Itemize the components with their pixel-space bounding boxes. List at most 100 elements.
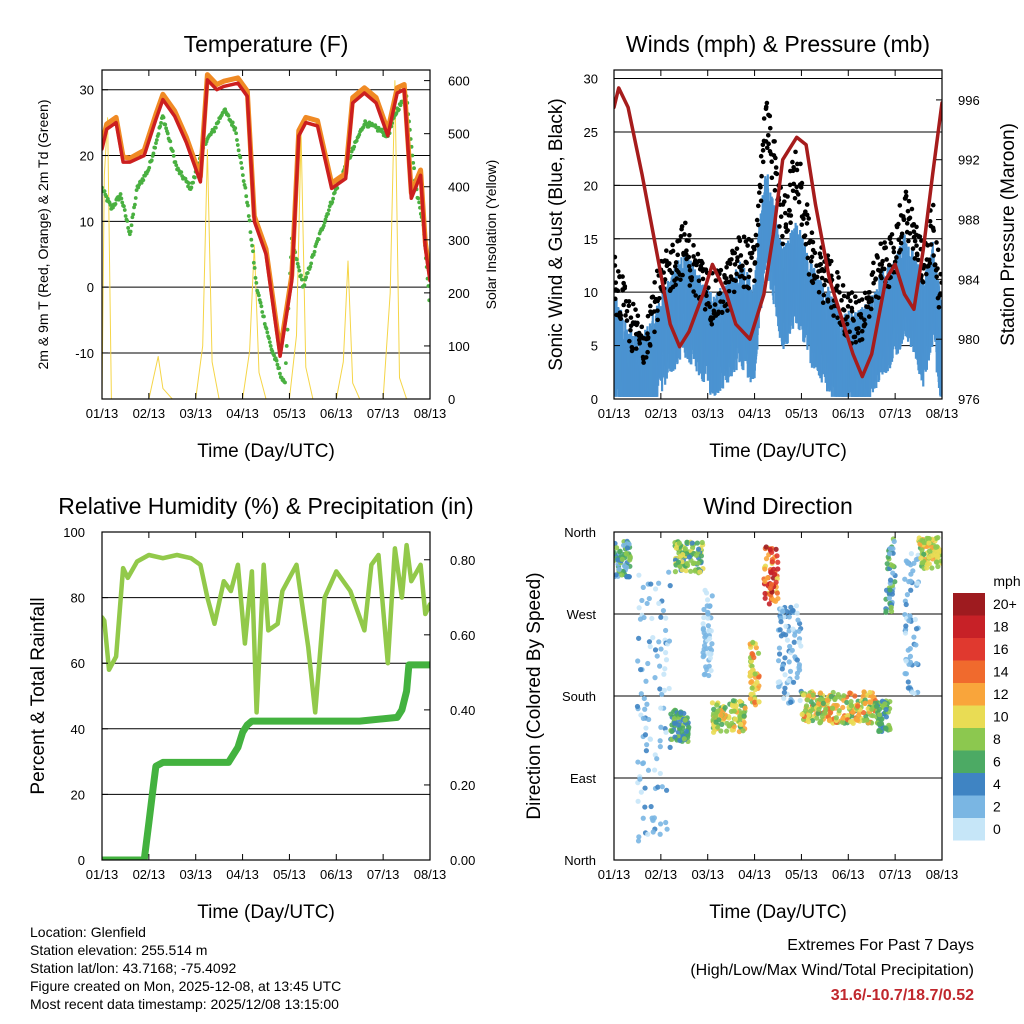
gust-point <box>687 283 693 288</box>
y2-tick-label: 980 <box>958 332 980 347</box>
gust-point <box>809 230 815 235</box>
wind-direction-point <box>724 720 730 726</box>
gust-point <box>831 313 836 318</box>
gust-point <box>928 242 934 247</box>
dewpoint-point <box>179 170 184 175</box>
wind-direction-point <box>854 717 861 723</box>
relative-humidity-line <box>102 542 430 715</box>
wind-direction-point <box>822 710 828 716</box>
gust-point <box>867 289 872 295</box>
wind-direction-point <box>649 815 655 821</box>
gust-point <box>709 322 715 327</box>
dewpoint-point <box>312 249 317 254</box>
wind-direction-point <box>680 725 686 731</box>
gust-point <box>926 257 932 263</box>
wind-direction-point <box>694 540 700 546</box>
dewpoint-point <box>272 353 276 358</box>
wind-direction-point <box>645 660 651 667</box>
gust-point <box>904 221 910 226</box>
gust-point <box>742 275 747 281</box>
wind-direction-point <box>664 826 670 832</box>
wind-direction-point <box>823 706 829 712</box>
gust-point <box>691 289 696 294</box>
wind-direction-point <box>804 697 811 703</box>
gust-point <box>794 167 800 173</box>
gust-point <box>664 248 669 253</box>
gust-point <box>914 243 919 248</box>
gust-point <box>818 254 824 260</box>
x-tick-label: 07/13 <box>879 867 912 882</box>
wind-direction-point <box>688 568 694 574</box>
x-tick-label: 01/13 <box>598 867 631 882</box>
gust-point <box>853 339 859 345</box>
wind-direction-point <box>614 572 619 578</box>
gust-point <box>622 285 628 291</box>
wind-direction-point <box>675 559 682 565</box>
wind-direction-point <box>913 660 920 667</box>
colorbar-swatch <box>953 750 985 773</box>
wind-direction-point <box>648 803 654 810</box>
wind-direction-point <box>657 744 663 750</box>
wind-direction-point <box>903 623 909 629</box>
wind-direction-point <box>686 554 693 560</box>
dewpoint-point <box>156 132 161 136</box>
wind-direction-point <box>782 672 788 678</box>
wind-direction-point <box>796 664 802 670</box>
wind-direction-point <box>636 572 642 578</box>
wind-direction-point <box>907 653 914 659</box>
gust-point <box>643 355 649 360</box>
colorbar-swatch <box>953 683 985 706</box>
dewpoint-point <box>230 120 235 125</box>
wind-direction-point <box>708 628 714 634</box>
wind-direction-point <box>682 546 688 552</box>
wind-direction-point <box>704 597 711 603</box>
gust-point <box>791 181 797 187</box>
gust-point <box>755 203 761 209</box>
gust-point <box>635 320 640 326</box>
gust-point <box>914 224 919 230</box>
gust-point <box>835 315 840 320</box>
dewpoint-point <box>161 115 166 120</box>
gust-point <box>816 289 822 295</box>
wind-direction-point <box>919 547 925 553</box>
gust-point <box>894 255 899 260</box>
x-axis-title: Time (Day/UTC) <box>197 902 335 923</box>
x-tick-label: 01/13 <box>86 867 119 882</box>
x-tick-label: 03/13 <box>691 867 724 882</box>
dewpoint-point <box>299 273 303 278</box>
gust-point <box>758 185 763 190</box>
y-tick-label: 0 <box>591 392 598 407</box>
y-tick-label: 5 <box>591 339 598 354</box>
gust-point <box>930 202 936 208</box>
gust-point <box>615 269 621 274</box>
wind-direction-point <box>741 713 747 719</box>
wind-direction-point <box>841 693 847 699</box>
gust-point <box>652 329 657 335</box>
wind-direction-point <box>718 728 724 734</box>
dewpoint-point <box>326 208 331 213</box>
wind-direction-point <box>810 701 817 708</box>
wind-direction-point <box>635 798 641 804</box>
gust-point <box>630 346 636 352</box>
x-axis-title: Time (Day/UTC) <box>709 441 847 462</box>
wind-direction-point <box>706 603 713 609</box>
y-tick-label: 60 <box>71 656 85 671</box>
wind-direction-point <box>852 693 858 699</box>
wind-direction-point <box>921 551 927 557</box>
wind-direction-point <box>635 658 641 664</box>
gust-point <box>772 139 777 144</box>
extremes-subtitle: (High/Low/Max Wind/Total Precipitation) <box>690 962 974 979</box>
dewpoint-point <box>239 160 244 165</box>
wind-direction-point <box>715 708 721 714</box>
wind-direction-point <box>697 569 703 575</box>
wind-direction-point <box>817 696 823 702</box>
gust-point <box>882 266 887 272</box>
colorbar-swatch <box>953 818 985 841</box>
gust-point <box>760 159 766 165</box>
gust-point <box>752 261 758 266</box>
x-tick-label: 08/13 <box>926 867 959 882</box>
wind-direction-point <box>621 542 627 548</box>
wind-direction-point <box>678 710 684 716</box>
gust-point <box>752 247 757 252</box>
